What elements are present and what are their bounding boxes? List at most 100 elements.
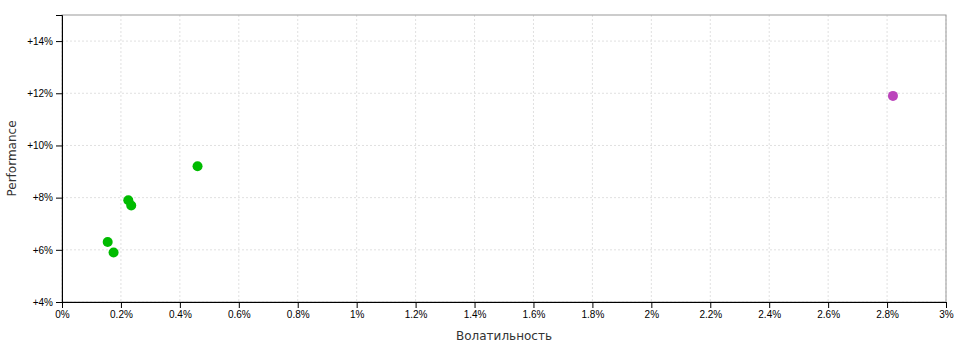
grid-line <box>297 15 298 302</box>
y-tick-label: +12% <box>27 88 53 99</box>
y-tick-mark <box>56 250 62 251</box>
x-tick-mark <box>298 302 299 308</box>
x-tick-mark <box>769 302 770 308</box>
x-tick-mark <box>533 302 534 308</box>
x-tick: 2.8% <box>876 302 899 320</box>
grid-line <box>179 15 180 302</box>
grid-line <box>651 15 652 302</box>
grid-line <box>887 15 888 302</box>
y-tick-label: +6% <box>33 245 53 256</box>
x-tick-label: 0% <box>55 309 70 320</box>
x-tick-mark <box>475 302 476 308</box>
y-tick-mark <box>56 145 62 146</box>
chart: 0% 0.2% 0.4% 0.6% 0.8% 1% 1.2% 1.4% 1.6% 1.8% 2% 2.… <box>0 0 966 350</box>
x-tick: 1% <box>350 302 365 320</box>
x-tick-label: 0.4% <box>169 309 192 320</box>
x-tick-mark <box>121 302 122 308</box>
x-tick: 2.2% <box>699 302 722 320</box>
grid-line <box>62 93 946 94</box>
x-tick-label: 2% <box>645 309 660 320</box>
y-tick-label: +10% <box>27 140 53 151</box>
x-tick-mark <box>180 302 181 308</box>
grid-line <box>62 197 946 198</box>
x-tick-mark <box>416 302 417 308</box>
y-tick: +4% <box>33 297 62 308</box>
grid-line <box>62 145 946 146</box>
grid-line <box>62 41 946 42</box>
y-tick: +14% <box>27 36 62 47</box>
x-axis-title: Волатильность <box>456 329 552 343</box>
x-tick-label: 1.4% <box>464 309 487 320</box>
grid-line <box>62 249 946 250</box>
grid-line <box>120 15 121 302</box>
y-tick: +6% <box>33 245 62 256</box>
grid-line <box>238 15 239 302</box>
x-tick: 0.8% <box>287 302 310 320</box>
point <box>888 91 898 101</box>
x-tick-label: 2.2% <box>699 309 722 320</box>
x-tick: 1.6% <box>523 302 546 320</box>
x-tick-label: 1.6% <box>523 309 546 320</box>
x-tick-mark <box>592 302 593 308</box>
y-tick-label: +14% <box>27 36 53 47</box>
grid-line <box>474 15 475 302</box>
y-tick-mark <box>56 302 62 303</box>
x-tick-mark <box>651 302 652 308</box>
series <box>888 91 898 101</box>
x-tick: 2% <box>645 302 660 320</box>
x-tick-label: 2.4% <box>758 309 781 320</box>
grid-line <box>710 15 711 302</box>
grid-line <box>415 15 416 302</box>
x-tick-label: 1% <box>350 309 365 320</box>
x-tick: 3% <box>939 302 954 320</box>
x-tick: 1.8% <box>582 302 605 320</box>
x-tick: 0.6% <box>228 302 251 320</box>
x-tick-label: 0.2% <box>110 309 133 320</box>
x-tick-mark <box>239 302 240 308</box>
x-tick: 2.4% <box>758 302 781 320</box>
x-axis: 0% 0.2% 0.4% 0.6% 0.8% 1% 1.2% 1.4% 1.6% 1.8% 2% 2.… <box>55 302 954 320</box>
x-tick-label: 1.8% <box>582 309 605 320</box>
y-tick-label: +4% <box>33 297 53 308</box>
x-tick: 0% <box>55 302 70 320</box>
x-tick: 1.2% <box>405 302 428 320</box>
x-tick-mark <box>887 302 888 308</box>
x-tick-mark <box>828 302 829 308</box>
point <box>126 200 136 210</box>
point <box>103 237 113 247</box>
x-tick: 0.2% <box>110 302 133 320</box>
x-tick: 0.4% <box>169 302 192 320</box>
x-tick-mark <box>946 302 947 308</box>
y-tick-mark <box>56 198 62 199</box>
grid-line <box>828 15 829 302</box>
point <box>193 161 203 171</box>
y-axis-line <box>56 16 63 303</box>
grid <box>62 15 946 302</box>
y-tick: +8% <box>33 192 62 203</box>
x-tick-label: 2.6% <box>817 309 840 320</box>
x-axis-line <box>63 303 947 309</box>
grid-line <box>592 15 593 302</box>
grid-line <box>533 15 534 302</box>
series <box>103 161 203 257</box>
x-tick-label: 0.8% <box>287 309 310 320</box>
x-tick: 2.6% <box>817 302 840 320</box>
x-tick-mark <box>357 302 358 308</box>
y-tick-mark <box>56 41 62 42</box>
y-tick-mark <box>56 93 62 94</box>
y-axis: +4% +6% +8% +10% +12% +14% <box>27 16 62 308</box>
point <box>109 247 119 257</box>
y-tick: +10% <box>27 140 62 151</box>
plot: 0% 0.2% 0.4% 0.6% 0.8% 1% 1.2% 1.4% 1.6% 1.8% 2% 2.… <box>27 15 954 320</box>
x-tick-label: 2.8% <box>876 309 899 320</box>
y-axis-title: Performance <box>5 120 19 196</box>
y-tick-label: +8% <box>33 192 53 203</box>
x-tick-label: 3% <box>939 309 954 320</box>
plot-frame <box>62 15 946 302</box>
x-tick-label: 0.6% <box>228 309 251 320</box>
x-tick-mark <box>710 302 711 308</box>
grid-line <box>356 15 357 302</box>
y-tick: +12% <box>27 88 62 99</box>
x-tick-label: 1.2% <box>405 309 428 320</box>
x-tick: 1.4% <box>464 302 487 320</box>
